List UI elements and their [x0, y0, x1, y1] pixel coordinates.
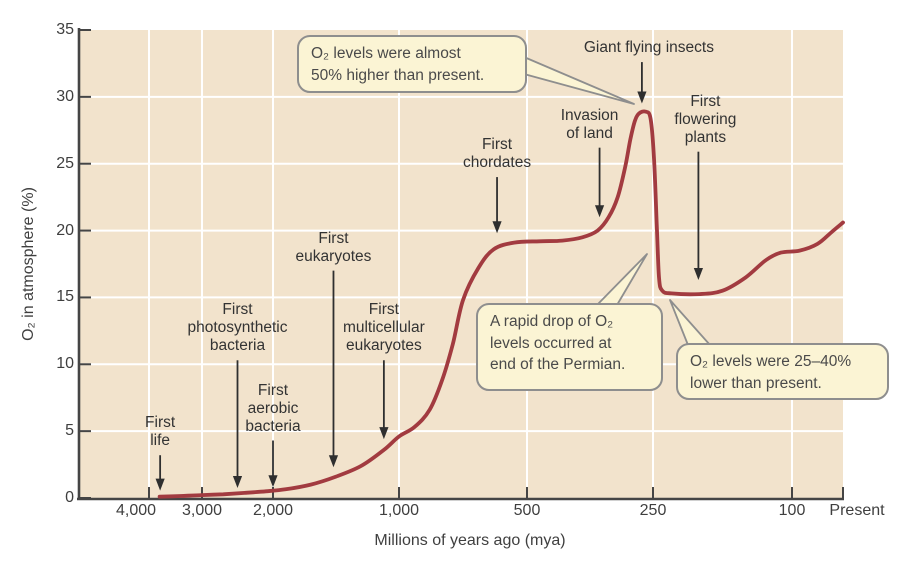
annotation-arrowhead-invasion-of-land [594, 205, 605, 218]
o2-level-curve [157, 109, 845, 499]
y-tick-label-5: 5 [65, 422, 74, 440]
annotation-arrowhead-first-aerobic-bacteria [268, 475, 278, 488]
annotation-label-first-flowering-plants: First flowering plants [610, 93, 800, 147]
callout-permian-drop: A rapid drop of O₂ levels occurred at end … [476, 303, 663, 391]
annotation-label-first-eukaryotes: First eukaryotes [238, 230, 428, 266]
annotation-label-first-photosynthetic-bacteria: First photosynthetic bacteria [143, 301, 333, 355]
annotation-label-giant-flying-insects: Giant flying insects [554, 39, 744, 57]
annotation-line: First [481, 136, 513, 154]
callout-line: lower than present. [690, 374, 822, 392]
annotation-label-first-life: First life [65, 414, 255, 450]
annotation-line: multicellular [342, 319, 425, 337]
annotation-line: First [690, 92, 721, 110]
callout-line: end of the Permian. [490, 356, 626, 373]
annotation-line: First [368, 301, 399, 319]
annotation-line: of land [566, 124, 613, 142]
y-tick-label-15: 15 [56, 288, 74, 306]
annotation-line: life [150, 432, 171, 450]
x-axis-title: Millions of years ago (mya) [374, 532, 566, 549]
callout-o2-lower: O₂ levels were 25–40% lower than present. [676, 343, 889, 400]
annotation-line: First [145, 414, 176, 432]
x-tick-label-100: 100 [778, 502, 806, 519]
callout-line: A rapid drop of O₂ [490, 313, 614, 330]
annotation-label-invasion-of-land: Invasion of land [495, 107, 685, 143]
annotation-line: Giant flying insects [583, 39, 714, 57]
x-tick-label-3-000: 3,000 [181, 502, 223, 519]
x-tick-label-2-000: 2,000 [252, 502, 294, 519]
y-tick-label-25: 25 [56, 154, 74, 172]
annotation-line: eukaryotes [295, 247, 372, 265]
annotation-line: bacteria [209, 337, 266, 355]
annotation-line: Invasion [560, 106, 619, 124]
callout-line: O₂ levels were 25–40% [690, 353, 852, 370]
annotation-arrowhead-first-eukaryotes [328, 455, 339, 468]
y-tick-label-20: 20 [56, 221, 74, 239]
x-tick-label-1-000: 1,000 [378, 502, 420, 519]
annotation-line: aerobic [247, 399, 299, 417]
callout-line: 50% higher than present. [311, 66, 485, 84]
callout-line: levels occurred at [490, 334, 612, 352]
annotation-line: First [257, 381, 289, 399]
annotation-arrowhead-giant-flying-insects [637, 91, 647, 104]
x-tick-label-present: Present [829, 502, 885, 519]
annotation-arrowhead-first-flowering-plants [693, 268, 704, 281]
plot-background [80, 30, 843, 498]
y-tick-label-30: 30 [56, 87, 74, 105]
callout-o2-higher: O₂ levels were almost 50% higher than pre… [297, 35, 527, 93]
annotation-line: First [222, 301, 253, 319]
y-tick-label-0: 0 [65, 489, 74, 506]
y-tick-label-35: 35 [56, 21, 74, 38]
annotation-arrowhead-first-photosynthetic-bacteria [232, 475, 243, 488]
annotation-line: photosynthetic [187, 319, 288, 337]
callout-line: O₂ levels were almost [311, 45, 461, 62]
annotation-label-first-chordates: First chordates [402, 136, 592, 172]
annotation-arrowhead-first-chordates [492, 221, 502, 234]
annotation-label-first-multicellular-eukaryotes: First multicellular eukaryotes [289, 301, 479, 355]
y-tick-label-10: 10 [56, 355, 74, 373]
x-tick-label-4-000: 4,000 [115, 502, 157, 519]
annotation-line: plants [684, 128, 727, 146]
annotation-line: First [318, 229, 349, 247]
annotation-arrowhead-first-multicellular-eukaryotes [379, 427, 389, 440]
x-tick-label-500: 500 [513, 502, 541, 519]
annotation-line: eukaryotes [345, 337, 422, 355]
annotation-line: flowering [674, 110, 737, 128]
annotation-label-first-aerobic-bacteria: First aerobic bacteria [178, 382, 368, 436]
annotation-line: chordates [463, 154, 532, 172]
annotation-line: bacteria [245, 417, 301, 435]
annotation-arrowhead-first-life [155, 478, 165, 491]
x-tick-label-250: 250 [639, 502, 667, 519]
